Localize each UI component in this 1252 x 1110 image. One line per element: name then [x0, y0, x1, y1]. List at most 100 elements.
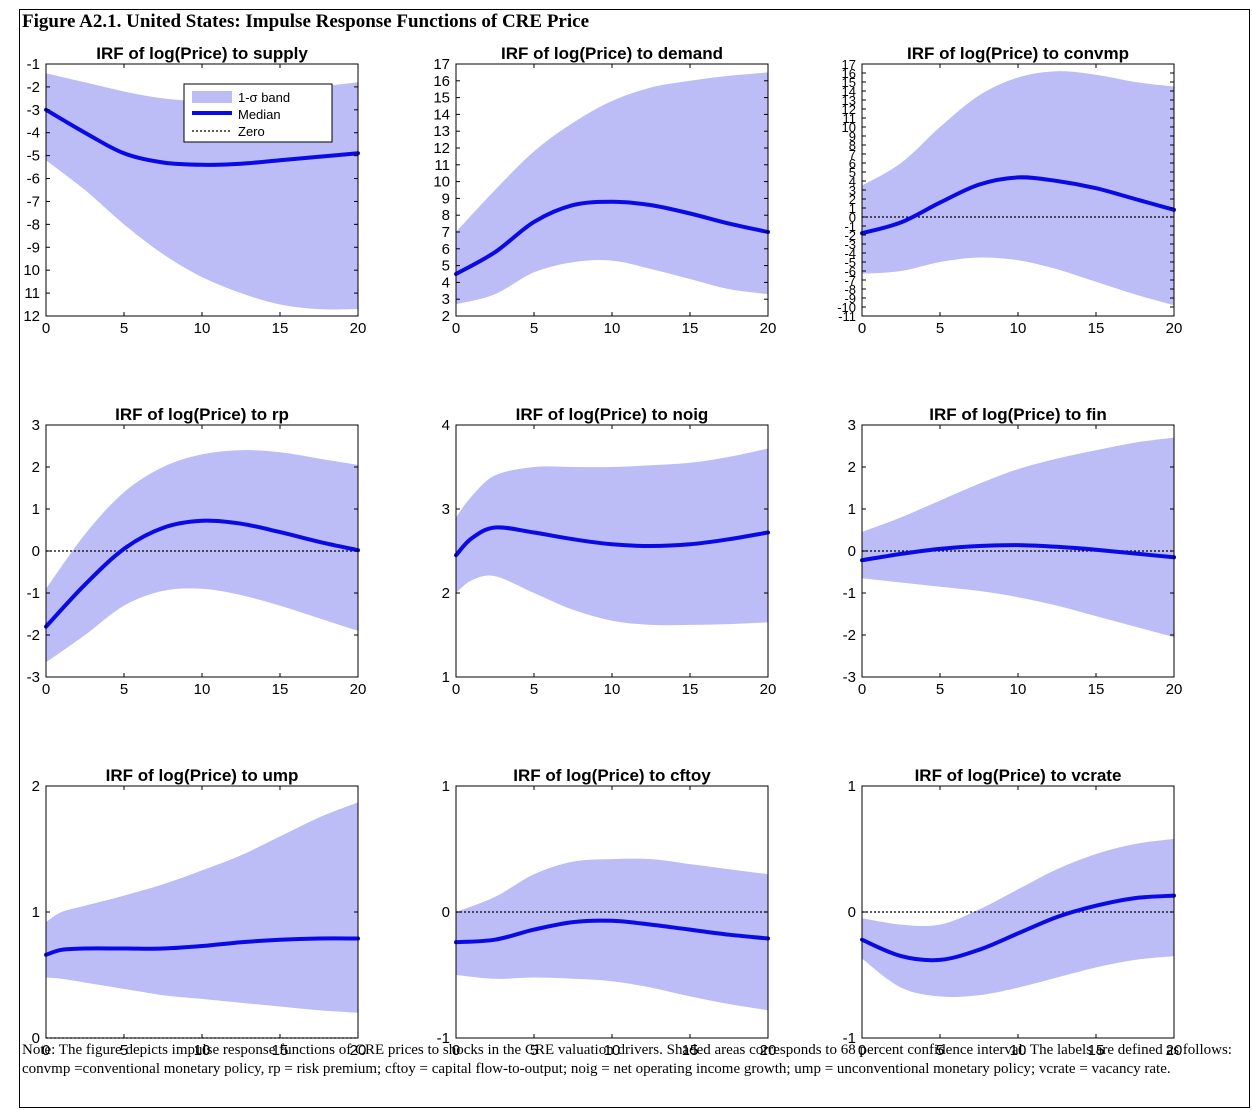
y-tick-label: 0 — [848, 904, 856, 921]
y-tick-label: 17 — [842, 57, 856, 72]
x-tick-label: 10 — [194, 681, 211, 698]
x-tick-label: 5 — [120, 320, 128, 337]
y-tick-label: 11 — [24, 285, 40, 302]
y-tick-label: -4 — [27, 125, 40, 142]
x-tick-label: 15 — [682, 320, 699, 337]
x-tick-label: 20 — [1166, 681, 1183, 698]
irf-panel-6: IRF of log(Price) to ump 0 5 10 15 20 0 1 2 — [32, 766, 367, 1059]
y-tick-label: -2 — [844, 228, 856, 243]
median-line — [860, 543, 1176, 563]
median-line — [454, 918, 770, 945]
x-tick-label: 10 — [1010, 1042, 1027, 1059]
panel-title: IRF of log(Price) to ump — [106, 766, 299, 785]
x-tick-label: 15 — [272, 681, 289, 698]
confidence-band — [456, 72, 768, 305]
y-tick-label: 1 — [849, 201, 856, 216]
x-tick-label: 5 — [936, 1042, 944, 1059]
y-tick-label: 16 — [433, 73, 450, 90]
x-tick-label: 10 — [604, 320, 621, 337]
x-tick-label: 15 — [1088, 681, 1105, 698]
x-tick-label: 20 — [760, 681, 777, 698]
y-tick-label: -10 — [837, 300, 856, 315]
y-tick-label: -3 — [27, 102, 40, 119]
y-tick-label: -7 — [27, 193, 40, 210]
legend-label-median: Median — [238, 107, 281, 122]
y-tick-label: 8 — [849, 138, 856, 153]
panel-title: IRF of log(Price) to fin — [929, 405, 1107, 424]
y-tick-label: 2 — [848, 459, 856, 476]
y-tick-label: 14 — [433, 106, 450, 123]
y-tick-label: -3 — [843, 669, 856, 686]
y-tick-label: 1 — [848, 501, 856, 518]
y-tick-label: -11 — [838, 309, 856, 324]
median-line — [44, 107, 360, 167]
y-tick-label: 4 — [442, 417, 450, 434]
x-tick-label: 15 — [682, 1042, 699, 1059]
x-tick-label: 20 — [350, 1042, 367, 1059]
median-line — [44, 936, 360, 957]
y-tick-label: 3 — [849, 183, 856, 198]
y-tick-label: 12 — [23, 308, 40, 325]
y-tick-label: -1 — [437, 1030, 450, 1047]
x-tick-label: 20 — [350, 681, 367, 698]
median-line — [454, 525, 770, 558]
x-tick-label: 20 — [1166, 320, 1183, 337]
x-tick-label: 10 — [194, 1042, 211, 1059]
y-tick-label: -9 — [844, 291, 856, 306]
panel-title: IRF of log(Price) to rp — [115, 405, 289, 424]
y-tick-label: 16 — [842, 66, 856, 81]
y-tick-label: -8 — [27, 216, 40, 233]
x-tick-label: 0 — [452, 681, 460, 698]
y-tick-label: 10 — [23, 262, 40, 279]
y-tick-label: 10 — [842, 120, 856, 135]
confidence-band — [456, 448, 768, 626]
y-tick-label: 12 — [842, 102, 856, 117]
y-tick-label: 3 — [32, 417, 40, 434]
y-tick-label: 11 — [434, 157, 450, 174]
legend: 1-σ band Median Zero — [183, 83, 333, 143]
y-tick-label: -3 — [844, 237, 856, 252]
legend-label-zero: Zero — [238, 124, 265, 139]
median-line — [44, 518, 360, 629]
median-line — [860, 893, 1176, 963]
x-tick-label: 5 — [530, 320, 538, 337]
y-tick-label: 3 — [442, 291, 450, 308]
x-tick-label: 20 — [350, 320, 367, 337]
legend-swatch-band — [192, 91, 232, 103]
x-tick-label: 5 — [120, 681, 128, 698]
y-tick-label: -1 — [843, 1030, 856, 1047]
y-tick-label: -1 — [844, 219, 856, 234]
y-tick-label: 1 — [442, 778, 450, 795]
x-tick-label: 20 — [760, 1042, 777, 1059]
y-tick-label: -2 — [27, 627, 40, 644]
y-tick-label: -9 — [27, 239, 40, 256]
x-tick-label: 0 — [42, 320, 50, 337]
confidence-band — [862, 71, 1174, 306]
y-tick-label: -1 — [27, 585, 40, 602]
x-tick-label: 10 — [604, 1042, 621, 1059]
x-tick-label: 5 — [936, 681, 944, 698]
irf-panel-3: IRF of log(Price) to rp 0 5 10 15 20 -3 -2 -1 0 1 2… — [27, 405, 367, 698]
y-tick-label: 5 — [849, 165, 856, 180]
y-tick-label: 13 — [842, 93, 856, 108]
panel-title: IRF of log(Price) to cftoy — [513, 766, 711, 785]
y-tick-label: 1 — [32, 501, 40, 518]
legend-label-band: 1-σ band — [238, 90, 290, 105]
figure-note: Note: The figure depicts impulse respons… — [22, 1042, 1232, 1077]
y-tick-label: 15 — [842, 75, 856, 90]
y-tick-label: 5 — [442, 258, 450, 275]
x-tick-label: 15 — [682, 681, 699, 698]
y-tick-label: 0 — [849, 210, 856, 225]
y-tick-label: -2 — [843, 627, 856, 644]
y-tick-label: -1 — [843, 585, 856, 602]
y-tick-label: 10 — [433, 174, 450, 191]
y-tick-label: 4 — [442, 274, 450, 291]
irf-panel-0: IRF of log(Price) to supply 0 5 10 15 20 -1 -2 -… — [23, 44, 366, 337]
confidence-band — [862, 437, 1174, 638]
figure-title: Figure A2.1. United States: Impulse Resp… — [22, 11, 590, 32]
x-tick-label: 0 — [42, 681, 50, 698]
x-tick-label: 10 — [1010, 320, 1027, 337]
